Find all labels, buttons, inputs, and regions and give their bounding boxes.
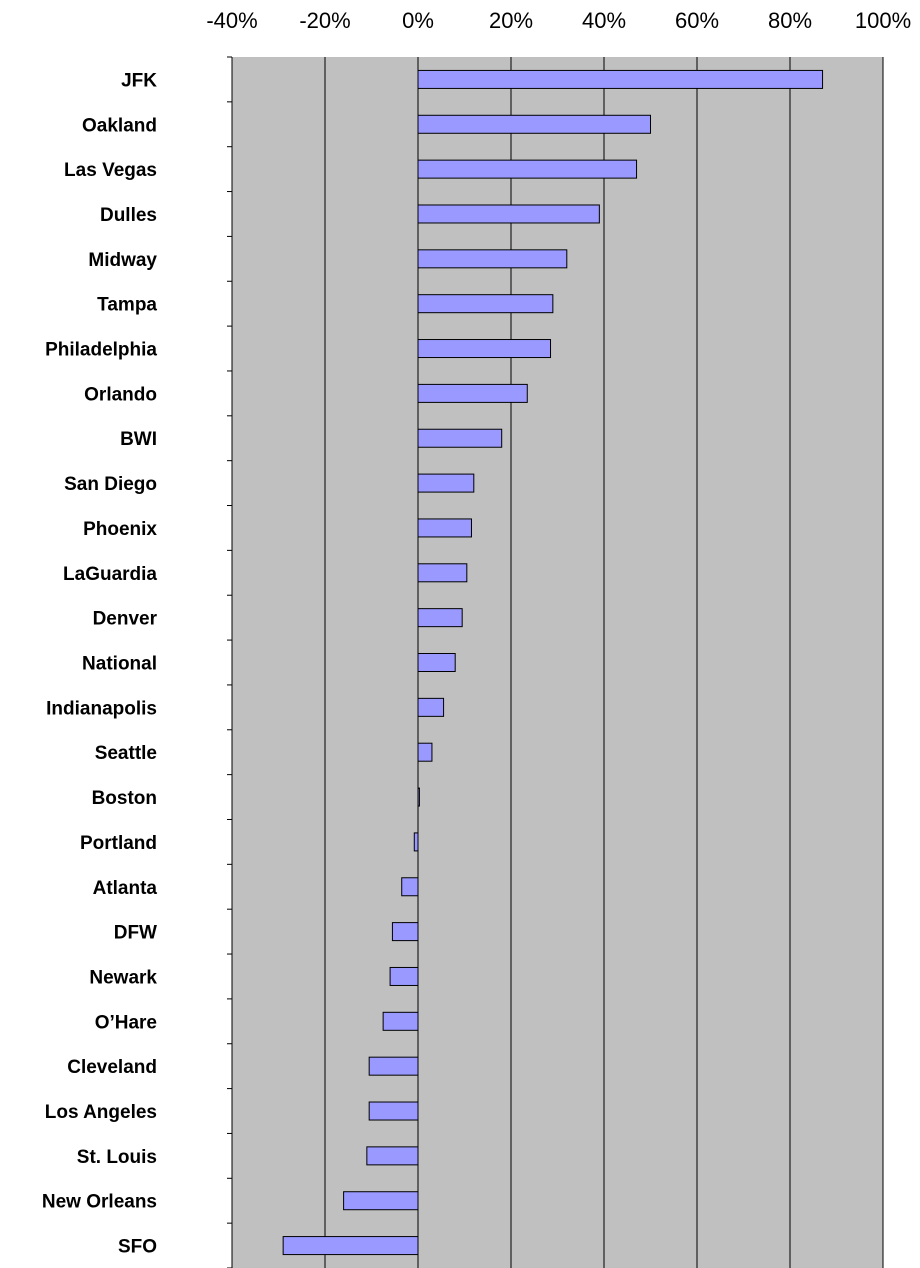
bar (417, 697, 445, 717)
category-label: New Orleans (42, 1192, 157, 1213)
x-tick-label: -40% (206, 8, 257, 33)
bar (413, 832, 419, 852)
category-label: LaGuardia (63, 564, 157, 585)
bar (417, 518, 472, 538)
bar (366, 1146, 419, 1166)
bar (417, 742, 433, 762)
category-label: Newark (89, 967, 157, 988)
category-label: Phoenix (83, 519, 157, 540)
bar (417, 563, 468, 583)
category-label: Indianapolis (46, 698, 157, 719)
x-tick-label: 40% (582, 8, 626, 33)
category-label: National (82, 654, 157, 675)
bar (401, 877, 419, 897)
bar (282, 1236, 419, 1256)
x-tick-label: 60% (675, 8, 719, 33)
category-label: Denver (93, 609, 158, 630)
bar (417, 383, 528, 403)
bar (391, 922, 419, 942)
bar (368, 1056, 419, 1076)
category-label: Atlanta (93, 878, 158, 899)
x-tick-label: 80% (768, 8, 812, 33)
bar (417, 249, 568, 269)
category-label: Seattle (95, 743, 157, 764)
bar (343, 1191, 419, 1211)
category-label: Los Angeles (45, 1102, 157, 1123)
bar (417, 608, 463, 628)
bar (417, 428, 503, 448)
bar (417, 653, 456, 672)
category-label: Cleveland (67, 1057, 157, 1078)
category-label: BWI (120, 429, 157, 450)
bar (417, 204, 600, 224)
category-label: Las Vegas (64, 160, 157, 181)
plot-area (232, 57, 883, 1268)
bar (417, 159, 638, 179)
category-label: Orlando (84, 384, 157, 405)
category-label: SFO (118, 1237, 157, 1258)
category-label: Portland (80, 833, 157, 854)
bar (417, 69, 824, 89)
category-label: Philadelphia (45, 340, 157, 361)
category-label: Dulles (100, 205, 157, 226)
bar (417, 339, 552, 359)
category-label: Midway (88, 250, 157, 271)
x-tick-label: -20% (299, 8, 350, 33)
bar (417, 787, 420, 807)
bar (389, 966, 419, 986)
bar (417, 114, 651, 134)
category-label: O’Hare (95, 1012, 157, 1033)
category-label: Oakland (82, 115, 157, 136)
x-tick-label: 100% (855, 8, 911, 33)
bar (368, 1101, 419, 1121)
category-label: Tampa (97, 295, 157, 316)
x-tick-label: 20% (489, 8, 533, 33)
x-tick-label: 0% (402, 8, 434, 33)
bar (417, 294, 554, 314)
category-label: DFW (114, 923, 157, 944)
category-label: JFK (121, 70, 157, 91)
category-label: San Diego (64, 474, 157, 495)
bar (417, 473, 475, 493)
bar (382, 1011, 419, 1031)
category-label: St. Louis (77, 1147, 157, 1168)
category-label: Boston (92, 788, 157, 809)
